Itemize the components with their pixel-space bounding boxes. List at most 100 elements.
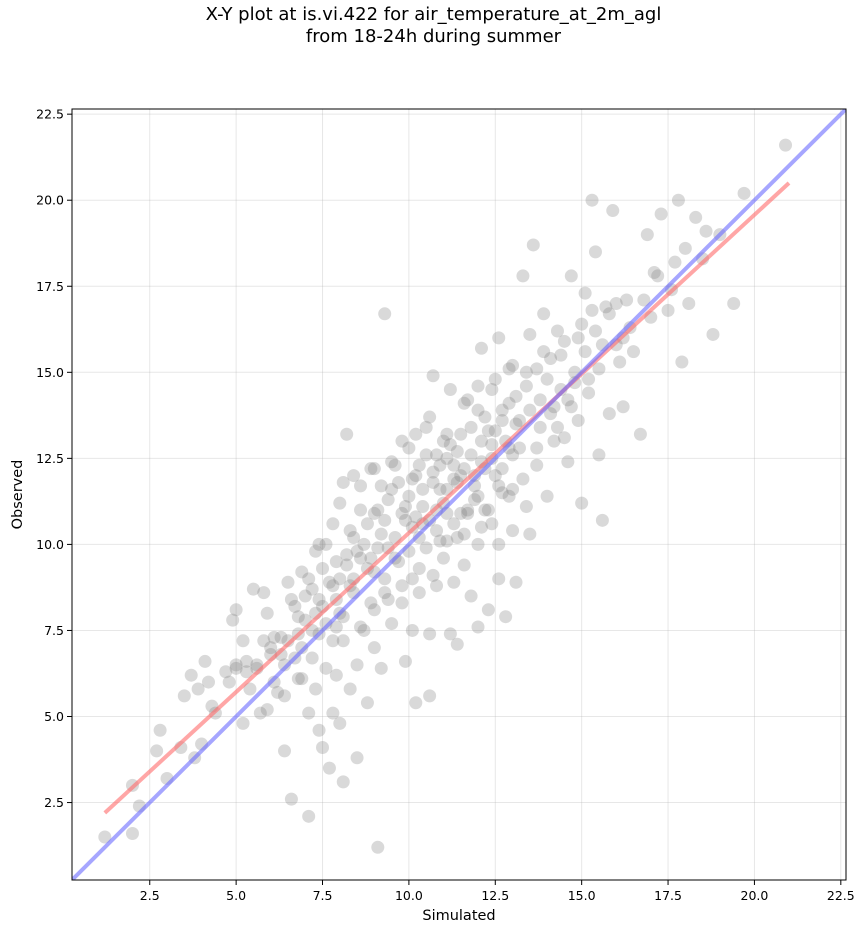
data-point [537, 345, 551, 359]
data-point [443, 383, 457, 397]
data-point [506, 358, 520, 372]
data-point [350, 751, 364, 765]
y-tick-label: 10.0 [36, 537, 64, 552]
data-point [409, 696, 423, 710]
data-point [495, 403, 509, 417]
data-point [354, 479, 368, 493]
data-point [557, 334, 571, 348]
x-tick-label: 17.5 [654, 888, 682, 903]
data-point [385, 455, 399, 469]
data-point [588, 324, 602, 338]
data-point [412, 531, 426, 545]
data-point [582, 386, 596, 400]
data-point [668, 255, 682, 269]
y-tick-label: 17.5 [36, 279, 64, 294]
y-tick-label: 2.5 [44, 795, 64, 810]
data-point [678, 241, 692, 255]
data-point [312, 723, 326, 737]
data-point [430, 579, 444, 593]
data-point [492, 331, 506, 345]
data-point [322, 761, 336, 775]
data-point [364, 462, 378, 476]
data-point [229, 658, 243, 672]
data-point [329, 555, 343, 569]
data-point [485, 517, 499, 531]
data-point [592, 448, 606, 462]
data-point [229, 661, 243, 675]
data-point [633, 427, 647, 441]
data-point [416, 482, 430, 496]
data-point [360, 517, 374, 531]
data-point [495, 486, 509, 500]
data-point [309, 544, 323, 558]
data-point [519, 365, 533, 379]
data-point [309, 682, 323, 696]
data-point [661, 303, 675, 317]
data-point [544, 407, 558, 421]
data-point [333, 496, 347, 510]
data-point [447, 517, 461, 531]
x-tick-label: 10.0 [395, 888, 423, 903]
data-point [481, 424, 495, 438]
data-point [409, 427, 423, 441]
data-point [516, 269, 530, 283]
data-point [385, 617, 399, 631]
data-point [471, 489, 485, 503]
data-point [530, 458, 544, 472]
data-point [585, 193, 599, 207]
data-point [271, 685, 285, 699]
data-point [450, 637, 464, 651]
data-point [347, 531, 361, 545]
data-point [257, 634, 271, 648]
data-point [354, 620, 368, 634]
data-point [367, 462, 381, 476]
data-point [278, 658, 292, 672]
data-point [423, 410, 437, 424]
data-point [357, 537, 371, 551]
data-point [278, 689, 292, 703]
data-point [481, 503, 495, 517]
data-point [602, 307, 616, 321]
data-point [506, 482, 520, 496]
data-point [578, 286, 592, 300]
data-point [675, 355, 689, 369]
data-point [246, 582, 260, 596]
data-point [471, 537, 485, 551]
data-point [378, 513, 392, 527]
data-point [343, 524, 357, 538]
data-point [447, 458, 461, 472]
data-point [409, 469, 423, 483]
data-point [464, 420, 478, 434]
data-point [454, 427, 468, 441]
data-point [381, 592, 395, 606]
data-point [430, 448, 444, 462]
data-point [298, 589, 312, 603]
data-point [457, 527, 471, 541]
data-point [526, 238, 540, 252]
data-point [447, 472, 461, 486]
data-point [651, 269, 665, 283]
data-point [478, 503, 492, 517]
data-point [260, 606, 274, 620]
data-point [333, 572, 347, 586]
data-point [419, 448, 433, 462]
data-point [395, 579, 409, 593]
data-point [447, 575, 461, 589]
data-point [571, 331, 585, 345]
data-point [613, 355, 627, 369]
data-point [537, 307, 551, 321]
data-point [257, 586, 271, 600]
data-point [609, 296, 623, 310]
reference-lines [72, 109, 846, 880]
data-point [533, 420, 547, 434]
data-point [495, 462, 509, 476]
data-point [620, 293, 634, 307]
data-point [295, 565, 309, 579]
data-point [533, 393, 547, 407]
data-point [395, 596, 409, 610]
data-point [571, 413, 585, 427]
data-point [419, 420, 433, 434]
data-point [416, 500, 430, 514]
data-point [682, 296, 696, 310]
data-point [350, 544, 364, 558]
